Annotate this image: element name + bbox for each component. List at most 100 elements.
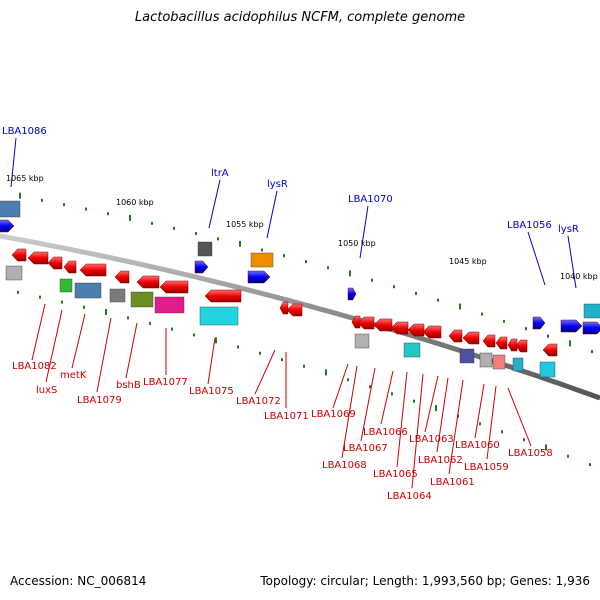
gene-arrow-forward[interactable] (0, 219, 15, 233)
scale-tick-inner (39, 295, 41, 299)
gene-arrow-forward[interactable] (560, 319, 583, 333)
gene-label-lba1075[interactable]: LBA1075 (189, 386, 234, 397)
gene-arrow-forward[interactable] (532, 316, 546, 330)
scale-tick (283, 254, 285, 258)
scale-tick (63, 203, 65, 207)
gene-arrow-reverse[interactable] (462, 331, 480, 345)
leader-line (266, 190, 278, 239)
scale-tick (481, 312, 483, 316)
gene-arrow-reverse[interactable] (507, 338, 518, 352)
cog-box (492, 354, 506, 370)
scale-tick (415, 291, 417, 295)
cog-box (459, 348, 475, 364)
gene-label-bshb[interactable]: bshB (116, 380, 141, 391)
gene-arrow-reverse[interactable] (351, 315, 361, 329)
gene-label-lba1065[interactable]: LBA1065 (373, 469, 418, 480)
gene-label-lba1058[interactable]: LBA1058 (508, 448, 553, 459)
gene-label-ltra[interactable]: ltrA (211, 168, 229, 179)
gene-arrow-reverse[interactable] (63, 260, 77, 274)
gene-arrow-reverse[interactable] (47, 256, 63, 270)
gene-label-lba1067[interactable]: LBA1067 (343, 443, 388, 454)
leader-line (207, 337, 216, 385)
gene-arrow-reverse[interactable] (422, 325, 442, 339)
scale-tick (437, 298, 439, 302)
gene-label-lba1070[interactable]: LBA1070 (348, 194, 393, 205)
cog-box (512, 357, 524, 372)
gene-label-lba1062[interactable]: LBA1062 (418, 455, 463, 466)
leader-line (411, 373, 424, 489)
gene-label-lba1077[interactable]: LBA1077 (143, 377, 188, 388)
gene-arrow-forward[interactable] (194, 260, 209, 274)
scale-tick-inner (215, 337, 217, 344)
gene-arrow-reverse[interactable] (495, 336, 508, 350)
gene-label-lba1068[interactable]: LBA1068 (322, 460, 367, 471)
scale-tick-inner (149, 321, 151, 325)
gene-arrow-reverse[interactable] (357, 316, 375, 330)
cog-box (5, 265, 23, 281)
scale-tick (41, 198, 43, 202)
gene-arrow-reverse[interactable] (159, 280, 189, 294)
leader-line (360, 367, 376, 442)
scale-tick (547, 334, 549, 338)
gene-arrow-reverse[interactable] (373, 318, 393, 332)
cog-box (74, 282, 102, 299)
scale-tick (569, 340, 571, 347)
gene-arrow-reverse[interactable] (390, 321, 409, 335)
gene-label-lysr[interactable]: lysR (267, 179, 288, 190)
leader-line (424, 375, 439, 433)
gene-arrow-reverse[interactable] (136, 275, 160, 289)
accession-text: Accession: NC_006814 (10, 574, 147, 588)
gene-label-lba1086[interactable]: LBA1086 (2, 126, 47, 137)
gene-arrow-reverse[interactable] (286, 303, 303, 317)
gene-label-lba1072[interactable]: LBA1072 (236, 396, 281, 407)
scale-tick-inner (545, 444, 547, 451)
gene-arrow-forward[interactable] (247, 270, 271, 284)
gene-arrow-reverse[interactable] (79, 263, 107, 277)
gene-label-lba1064[interactable]: LBA1064 (387, 491, 432, 502)
gene-arrow-reverse[interactable] (482, 334, 496, 348)
scale-tick-inner (369, 385, 371, 389)
gene-arrow-forward[interactable] (582, 321, 600, 335)
scale-tick-inner (567, 454, 569, 458)
scale-tick (459, 303, 461, 310)
gene-label-lba1079[interactable]: LBA1079 (77, 395, 122, 406)
gene-arrow-reverse[interactable] (204, 289, 242, 303)
gene-label-lba1069[interactable]: LBA1069 (311, 409, 356, 420)
gene-label-lba1056[interactable]: LBA1056 (507, 220, 552, 231)
gene-label-lba1061[interactable]: LBA1061 (430, 477, 475, 488)
gene-label-lba1063[interactable]: LBA1063 (409, 434, 454, 445)
scale-tick (503, 319, 505, 323)
gene-arrow-forward[interactable] (347, 287, 357, 301)
gene-label-lba1059[interactable]: LBA1059 (464, 462, 509, 473)
tick-label-4: 1045 kbp (449, 257, 487, 266)
leader-line (10, 137, 17, 188)
leader-line (341, 365, 358, 459)
leader-line (71, 313, 86, 369)
gene-label-luxs[interactable]: luxS (36, 385, 57, 396)
gene-label-lba1066[interactable]: LBA1066 (363, 427, 408, 438)
tick-label-0: 1065 kbp (6, 174, 44, 183)
cog-box (539, 361, 556, 378)
scale-tick-inner (435, 405, 437, 412)
gene-arrow-reverse[interactable] (542, 343, 558, 357)
gene-arrow-reverse[interactable] (448, 329, 463, 343)
gene-label-lba1071[interactable]: LBA1071 (264, 411, 309, 422)
gene-arrow-reverse[interactable] (27, 251, 49, 265)
cog-box (0, 200, 21, 218)
gene-label-lysr[interactable]: lysR (558, 224, 579, 235)
scale-tick-inner (281, 358, 283, 362)
tick-label-2: 1055 kbp (226, 220, 264, 229)
gene-arrow-reverse[interactable] (114, 270, 130, 284)
gene-arrow-reverse[interactable] (407, 323, 425, 337)
scale-tick (217, 237, 219, 241)
scale-tick-inner (17, 290, 19, 294)
gene-label-lba1060[interactable]: LBA1060 (455, 440, 500, 451)
gene-arrow-reverse[interactable] (515, 339, 528, 353)
gene-arrow-reverse[interactable] (279, 301, 289, 315)
topology-text: Topology: circular; Length: 1,993,560 bp… (260, 574, 590, 588)
gene-label-lba1082[interactable]: LBA1082 (12, 361, 57, 372)
tick-label-3: 1050 kbp (338, 239, 376, 248)
gene-label-metk[interactable]: metK (60, 370, 87, 381)
gene-arrow-reverse[interactable] (11, 248, 27, 262)
